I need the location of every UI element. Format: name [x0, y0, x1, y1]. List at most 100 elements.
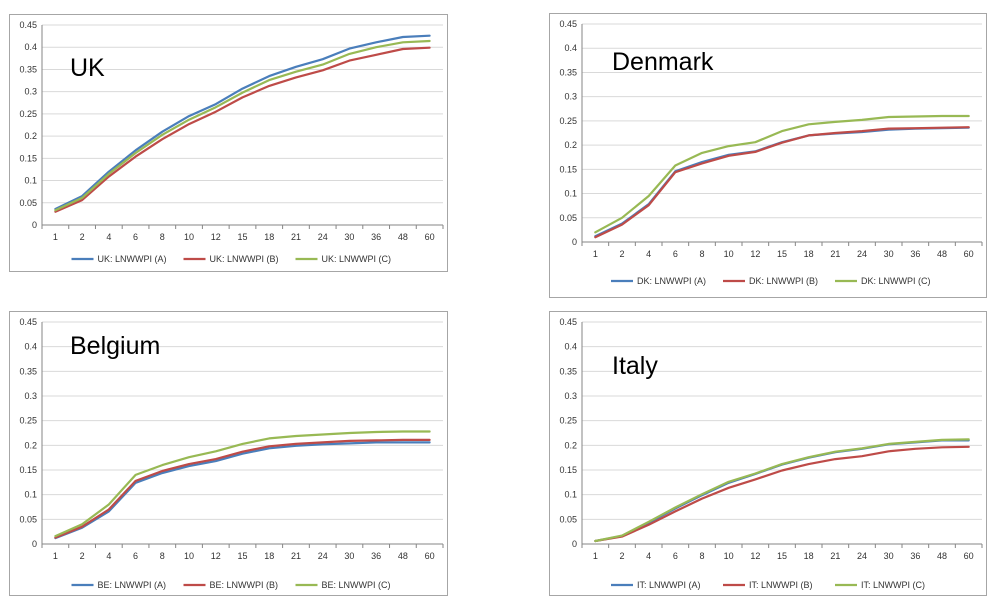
- y-tick-label: 0.05: [19, 198, 37, 208]
- y-tick-label: 0.15: [559, 465, 577, 475]
- y-tick-label: 0.3: [24, 87, 37, 97]
- y-tick-label: 0.4: [24, 342, 37, 352]
- legend-label: UK: LNWWPI (C): [322, 254, 392, 264]
- y-tick-label: 0: [572, 237, 577, 247]
- x-tick-label: 6: [133, 551, 138, 561]
- series-line-italy-a: [594, 439, 970, 543]
- x-tick-label: 4: [106, 232, 111, 242]
- legend-label: IT: LNWWPI (C): [861, 580, 925, 590]
- x-tick-label: 4: [646, 551, 651, 561]
- x-tick-label: 12: [750, 249, 760, 259]
- x-tick-label: 2: [619, 249, 624, 259]
- y-tick-label: 0.25: [19, 416, 37, 426]
- x-tick-label: 21: [830, 249, 840, 259]
- y-tick-label: 0.4: [564, 342, 577, 352]
- x-tick-label: 8: [160, 551, 165, 561]
- y-tick-label: 0.1: [564, 490, 577, 500]
- y-tick-label: 0.4: [24, 42, 37, 52]
- y-tick-label: 0.1: [24, 176, 37, 186]
- legend-label: DK: LNWWPI (C): [861, 276, 931, 286]
- x-tick-label: 60: [964, 249, 974, 259]
- x-tick-label: 21: [291, 551, 301, 561]
- chart-svg-belgium: 00.050.10.150.20.250.30.350.40.451 2 4 6 8 10…: [19, 317, 444, 590]
- chart-title-belgium: Belgium: [70, 332, 161, 360]
- x-tick-label: 48: [398, 551, 408, 561]
- y-tick-label: 0.2: [564, 440, 577, 450]
- legend-label: IT: LNWWPI (B): [749, 580, 813, 590]
- chart-panel-uk: 0 0.05 0.1 0.15 0.2 0.25 0.3 0.35 0.4 0.45 1 2 4 6 8 10…: [9, 14, 448, 272]
- x-tick-label: 1: [53, 551, 58, 561]
- x-tick-label: 4: [106, 551, 111, 561]
- x-tick-label: 6: [673, 249, 678, 259]
- chart-panel-denmark: 0 0.05 0.1 0.15 0.2 0.25 0.3 0.35 0.4 0.45 1 2 4 6 8 10…: [549, 13, 987, 298]
- y-tick-label: 0.2: [24, 440, 37, 450]
- y-tick-label: 0.25: [559, 416, 577, 426]
- x-tick-label: 60: [425, 551, 435, 561]
- x-tick-label: 4: [646, 249, 651, 259]
- x-tick-label: 12: [211, 232, 221, 242]
- chart-panel-belgium: 0 0.05 0.1 0.15 0.2 0.25 0.3 0.35 0.4 0.45 1 2 4 6 8 10…: [9, 311, 448, 596]
- x-tick-label: 60: [964, 551, 974, 561]
- y-tick-label: 0.05: [19, 514, 37, 524]
- x-tick-label: 10: [724, 249, 734, 259]
- x-tick-label: 24: [857, 551, 867, 561]
- x-tick-label: 18: [264, 232, 274, 242]
- x-tick-label: 8: [699, 551, 704, 561]
- y-tick-label: 0.25: [559, 116, 577, 126]
- x-tick-label: 36: [910, 249, 920, 259]
- series-line-denmark-a: [594, 126, 970, 238]
- x-tick-label: 8: [160, 232, 165, 242]
- x-tick-label: 15: [237, 551, 247, 561]
- y-tick-label: 0.3: [24, 391, 37, 401]
- y-tick-label: 0.35: [19, 366, 37, 376]
- legend-label: BE: LNWWPI (C): [322, 580, 391, 590]
- legend-label: UK: LNWWPI (B): [210, 254, 279, 264]
- series-line-denmark-b: [594, 126, 970, 239]
- series-line-uk-a: [54, 34, 431, 211]
- series-line-italy-b: [594, 445, 970, 543]
- x-tick-label: 10: [724, 551, 734, 561]
- x-tick-label: 48: [398, 232, 408, 242]
- x-tick-label: 15: [777, 551, 787, 561]
- y-tick-label: 0.25: [19, 109, 37, 119]
- x-tick-label: 36: [371, 232, 381, 242]
- x-tick-label: 30: [344, 232, 354, 242]
- y-tick-label: 0.1: [564, 189, 577, 199]
- y-tick-label: 0.1: [24, 490, 37, 500]
- x-tick-label: 8: [699, 249, 704, 259]
- x-tick-label: 48: [937, 249, 947, 259]
- x-tick-label: 15: [777, 249, 787, 259]
- x-tick-label: 1: [593, 551, 598, 561]
- x-tick-label: 30: [344, 551, 354, 561]
- legend-label: IT: LNWWPI (A): [637, 580, 701, 590]
- chart-title-uk: UK: [70, 54, 105, 82]
- x-tick-label: 10: [184, 551, 194, 561]
- x-tick-label: 2: [80, 232, 85, 242]
- chart-svg-denmark: 00.050.10.150.20.250.30.350.40.451 2 4 6 8 10…: [559, 19, 983, 286]
- x-tick-label: 1: [53, 232, 58, 242]
- y-tick-label: 0.45: [559, 317, 577, 327]
- x-tick-label: 30: [884, 249, 894, 259]
- x-tick-label: 15: [237, 232, 247, 242]
- y-tick-label: 0.35: [559, 366, 577, 376]
- x-tick-label: 2: [80, 551, 85, 561]
- y-tick-label: 0.2: [564, 140, 577, 150]
- x-tick-label: 12: [750, 551, 760, 561]
- legend-label: BE: LNWWPI (A): [98, 580, 167, 590]
- y-tick-label: 0.2: [24, 131, 37, 141]
- x-tick-label: 2: [619, 551, 624, 561]
- y-tick-label: 0: [32, 220, 37, 230]
- y-tick-label: 0.3: [564, 391, 577, 401]
- series-line-italy-c: [594, 438, 970, 543]
- y-tick-label: 0.45: [559, 19, 577, 29]
- y-tick-label: 0: [572, 539, 577, 549]
- series-line-belgium-a: [54, 441, 431, 540]
- x-tick-label: 6: [673, 551, 678, 561]
- y-tick-label: 0.35: [19, 64, 37, 74]
- y-tick-label: 0.45: [19, 20, 37, 30]
- y-tick-label: 0.05: [559, 514, 577, 524]
- y-tick-label: 0.15: [559, 164, 577, 174]
- x-tick-label: 24: [318, 551, 328, 561]
- x-tick-label: 30: [884, 551, 894, 561]
- legend-label: BE: LNWWPI (B): [210, 580, 279, 590]
